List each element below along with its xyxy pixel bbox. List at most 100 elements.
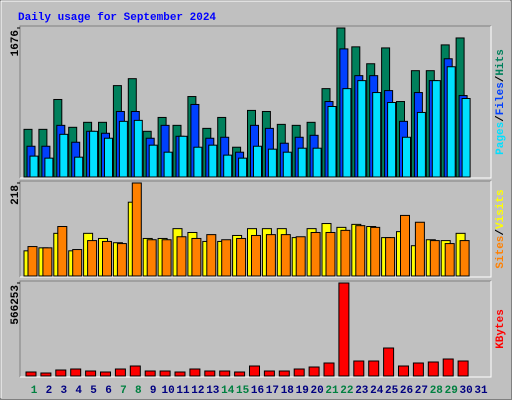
y-tick-label: 566253 xyxy=(10,285,22,325)
bar xyxy=(72,249,83,277)
bar xyxy=(131,182,142,277)
bar xyxy=(327,106,337,178)
legend-separator: / xyxy=(495,115,507,122)
bar xyxy=(357,80,367,178)
bar xyxy=(40,372,52,377)
x-tick-label: 13 xyxy=(206,385,220,397)
x-tick-label: 1 xyxy=(31,385,38,397)
legend-entry: Sites xyxy=(495,236,507,269)
bar xyxy=(251,234,261,277)
bar xyxy=(372,92,382,178)
bar xyxy=(297,147,307,178)
bar xyxy=(387,102,397,178)
x-tick-label: 5 xyxy=(90,385,97,397)
legend-entry: Hits xyxy=(495,49,507,75)
bar xyxy=(208,144,218,178)
bar xyxy=(249,365,260,377)
bar xyxy=(161,239,172,277)
x-tick-label: 10 xyxy=(161,385,174,397)
bar xyxy=(416,111,426,178)
x-tick-label: 26 xyxy=(400,385,413,397)
panel-edge xyxy=(19,25,491,178)
bar xyxy=(442,358,454,377)
x-tick-label: 2 xyxy=(46,385,53,397)
bar xyxy=(412,362,424,377)
bar xyxy=(312,147,322,178)
bar xyxy=(70,368,82,377)
bar xyxy=(238,157,248,178)
bar xyxy=(223,154,233,178)
x-tick-label: 27 xyxy=(415,385,428,397)
x-tick-label: 20 xyxy=(310,385,323,397)
y-tick-label: 1676 xyxy=(10,30,22,56)
bar xyxy=(338,282,350,377)
bar xyxy=(27,246,38,277)
legend-entry: Visits xyxy=(495,189,507,229)
x-tick-label: 22 xyxy=(340,385,353,397)
bar xyxy=(29,155,39,178)
bar xyxy=(59,133,69,178)
bar xyxy=(446,66,456,178)
bar xyxy=(295,236,306,277)
bar xyxy=(221,239,232,277)
legend-entry: Files xyxy=(495,82,507,115)
bar xyxy=(89,130,99,178)
bar xyxy=(236,237,247,277)
bar xyxy=(193,146,203,178)
x-tick-label: 9 xyxy=(150,385,157,397)
x-tick-label: 19 xyxy=(296,385,309,397)
bar xyxy=(353,360,365,377)
bar xyxy=(174,371,186,377)
bar xyxy=(144,370,156,377)
bar xyxy=(104,137,113,178)
bar xyxy=(342,88,352,178)
bar xyxy=(400,214,410,277)
x-tick-label: 7 xyxy=(120,385,127,397)
bar xyxy=(265,234,276,277)
x-tick-label: 16 xyxy=(251,385,264,397)
bar xyxy=(385,237,396,277)
bar xyxy=(234,371,246,377)
legend-entry: Pages xyxy=(495,122,507,155)
x-tick-label: 15 xyxy=(236,385,250,397)
bar xyxy=(310,231,321,277)
x-tick-label: 14 xyxy=(221,385,235,397)
bar xyxy=(189,368,201,377)
panel-edge xyxy=(20,281,492,378)
x-tick-label: 17 xyxy=(266,385,279,397)
legend-entry: KBytes xyxy=(495,309,507,349)
bar xyxy=(427,361,439,377)
x-tick-label: 12 xyxy=(191,385,204,397)
bar xyxy=(325,231,336,277)
bar xyxy=(323,362,335,377)
x-tick-label: 29 xyxy=(445,385,458,397)
x-tick-label: 31 xyxy=(474,385,488,397)
y-tick-label: 218 xyxy=(10,185,22,205)
bar xyxy=(118,120,128,178)
bar xyxy=(263,370,275,377)
bar xyxy=(191,237,202,277)
bar xyxy=(308,366,320,377)
x-tick-label: 6 xyxy=(105,385,112,397)
bar xyxy=(55,369,67,377)
x-tick-label: 11 xyxy=(176,385,190,397)
bar xyxy=(100,371,111,377)
x-tick-label: 23 xyxy=(355,385,369,397)
bar xyxy=(370,226,381,277)
bar xyxy=(176,236,187,277)
panel-edge xyxy=(19,180,491,277)
bar xyxy=(116,243,127,277)
bar xyxy=(85,370,97,377)
chart-title: Daily usage for September 2024 xyxy=(18,12,216,24)
bar xyxy=(253,145,262,178)
bar xyxy=(444,243,455,277)
bar xyxy=(398,365,409,377)
legend: Sites/Visits xyxy=(495,189,507,268)
bar xyxy=(282,151,292,178)
bar xyxy=(278,370,290,377)
bar xyxy=(459,240,470,277)
bar xyxy=(148,144,158,178)
panel-edge xyxy=(19,280,491,377)
